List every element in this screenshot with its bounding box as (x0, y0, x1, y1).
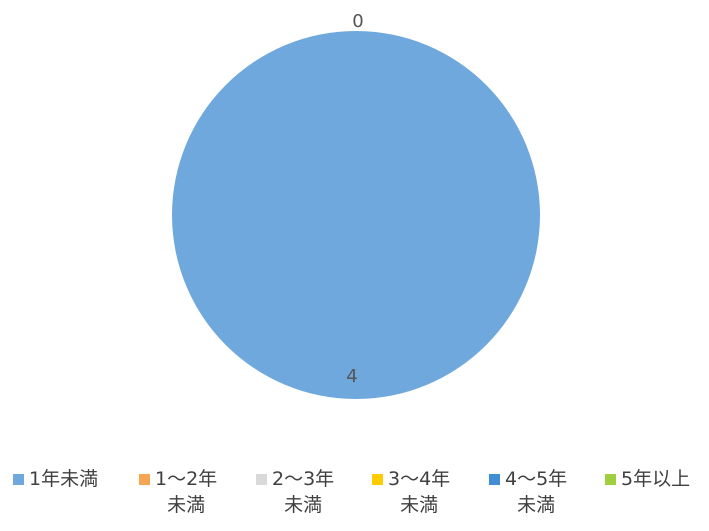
legend-swatch-0 (13, 474, 24, 485)
legend-swatch-1 (139, 474, 150, 485)
legend-label-1-line2: 未満 (167, 494, 206, 516)
legend-label-4-line2: 未満 (517, 494, 556, 516)
legend-label-4-line1: 4〜5年 (505, 468, 568, 490)
legend-swatch-4 (489, 474, 500, 485)
legend-label-5-line1: 5年以上 (621, 468, 691, 490)
legend-swatch-5 (605, 474, 616, 485)
legend-swatch-2 (256, 474, 267, 485)
pie-slice-0 (172, 31, 540, 399)
legend-swatch-3 (372, 474, 383, 485)
legend-label-2-line2: 未満 (284, 494, 323, 516)
legend-label-3-line1: 3〜4年 (388, 468, 451, 490)
data-label-0: 4 (346, 366, 357, 387)
legend-label-2-line1: 2〜3年 (272, 468, 335, 490)
legend-label-0-line1: 1年未満 (29, 468, 99, 490)
legend-label-3-line2: 未満 (400, 494, 439, 516)
data-label-1: 0 (352, 11, 363, 32)
legend-label-1-line1: 1〜2年 (155, 468, 218, 490)
